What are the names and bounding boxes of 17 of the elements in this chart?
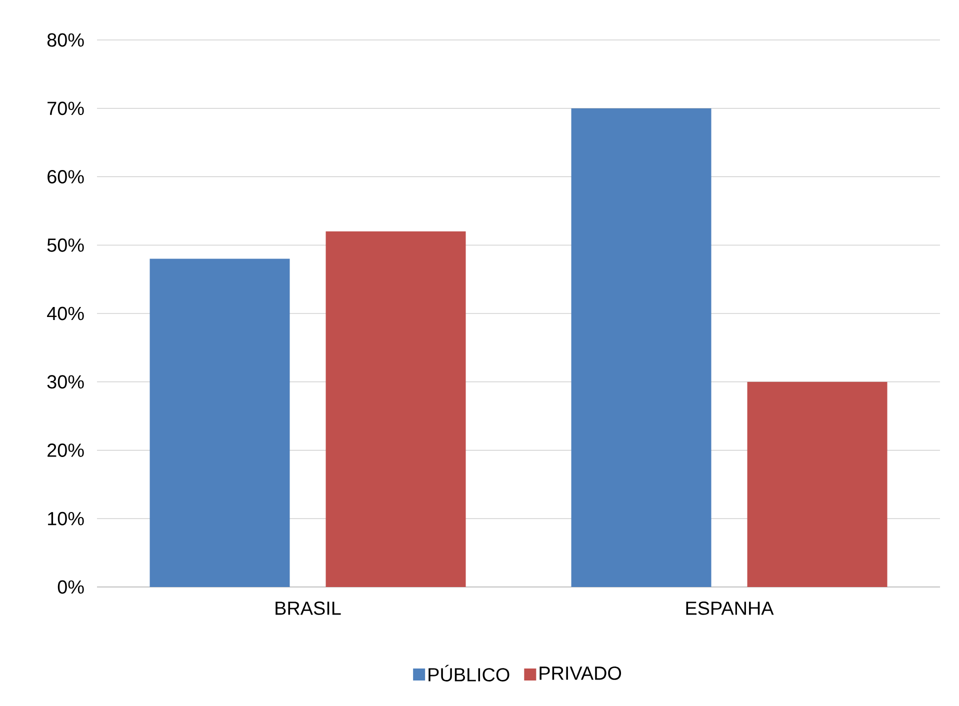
x-tick-label: BRASIL (276, 601, 341, 615)
y-tick-label: 60% (48, 170, 84, 184)
legend-label: PÚBLICO (428, 664, 510, 682)
y-tick-label: 40% (47, 306, 84, 320)
x-tick-label: ESPANHA (686, 601, 774, 615)
y-tick-label: 50% (47, 238, 84, 252)
y-tick-label: 70% (48, 102, 84, 116)
bar (326, 231, 466, 587)
legend-label: PRIVADO (540, 666, 622, 680)
y-tick-label: 80% (47, 33, 84, 47)
y-tick-label: 30% (47, 375, 84, 389)
bar (150, 258, 290, 587)
y-tick-label: 10% (48, 512, 84, 526)
y-tick-label: 0% (58, 580, 84, 594)
bar (747, 382, 888, 587)
y-tick-label: 20% (48, 444, 84, 457)
bar (571, 108, 712, 587)
